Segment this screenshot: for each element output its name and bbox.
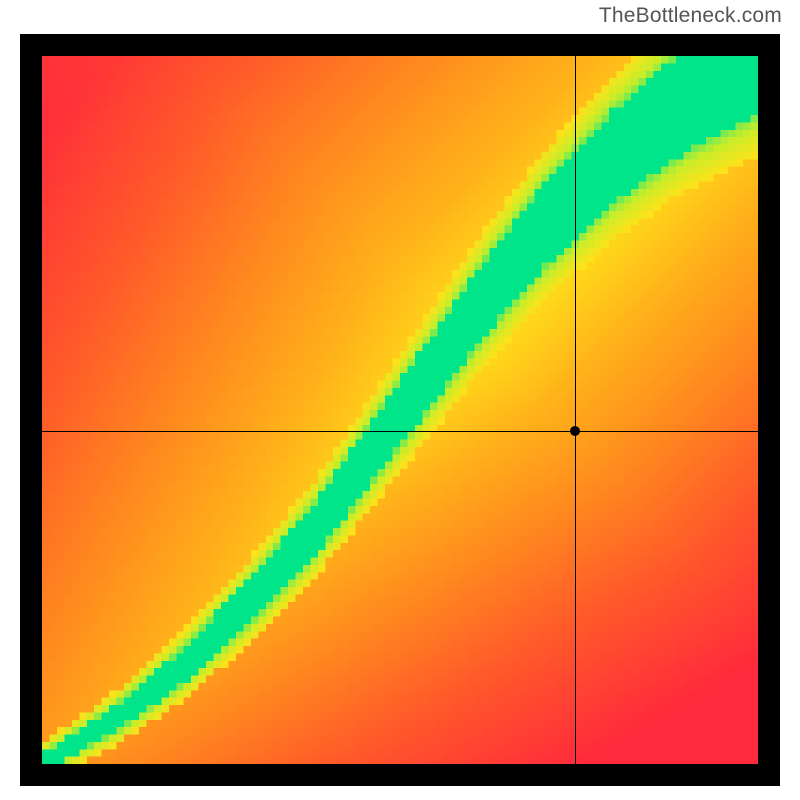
attribution-label: TheBottleneck.com [599, 4, 782, 28]
bottleneck-heatmap [42, 56, 758, 764]
crosshair-horizontal [42, 431, 758, 432]
crosshair-marker[interactable] [570, 426, 580, 436]
crosshair-vertical [575, 56, 576, 764]
chart-container: TheBottleneck.com [0, 0, 800, 800]
